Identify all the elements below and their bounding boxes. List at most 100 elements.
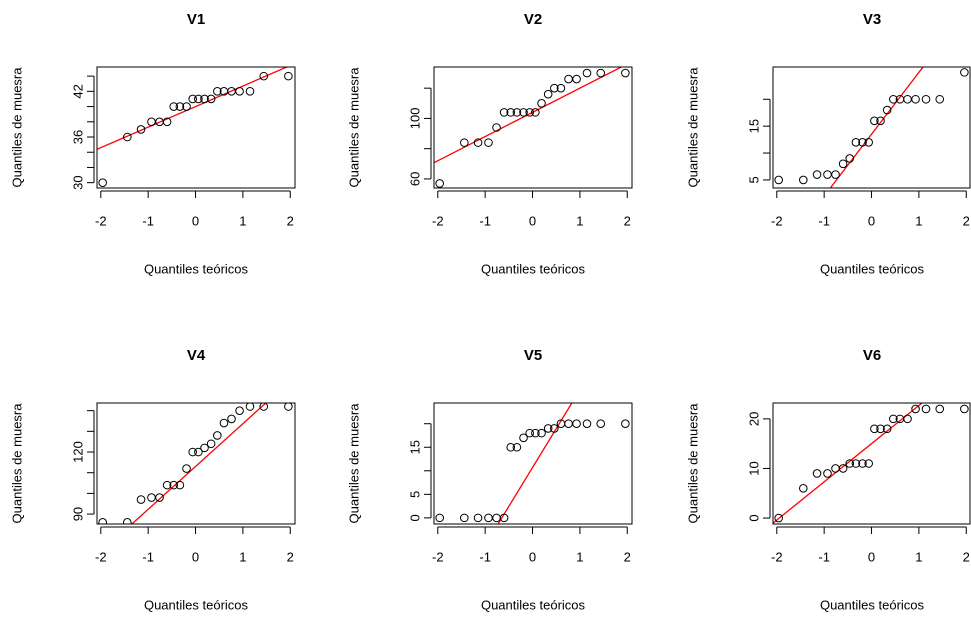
point: [876, 424, 885, 434]
panel-title: V1: [187, 11, 205, 28]
point: [812, 469, 822, 478]
point: [473, 138, 483, 147]
x-tick-label: 0: [192, 213, 199, 228]
x-tick-label: 2: [624, 213, 631, 228]
point: [235, 406, 244, 415]
point: [227, 414, 236, 424]
point: [921, 404, 931, 414]
point: [506, 442, 516, 452]
point: [512, 442, 522, 452]
plot-box: [772, 66, 971, 189]
x-tick-label: 1: [915, 549, 922, 564]
x-tick-label: 0: [529, 549, 536, 564]
point: [512, 108, 522, 117]
point: [864, 137, 873, 147]
point: [870, 424, 879, 434]
point: [960, 68, 969, 77]
x-tick-label: 1: [239, 549, 246, 564]
x-tick-label: 2: [963, 549, 970, 564]
y-tick-label: 0: [407, 514, 422, 521]
point: [889, 94, 898, 104]
y-axis-title: Quantiles de muesra: [685, 403, 700, 524]
y-tick-label: 10: [746, 461, 761, 475]
x-tick-label: 1: [915, 213, 922, 228]
panel: V4 Quantiles teóricos Quantiles de muesra -…: [9, 347, 296, 612]
y-tick-label: 100: [407, 108, 422, 130]
point: [188, 94, 197, 104]
point: [147, 493, 156, 502]
point: [882, 105, 892, 115]
point: [235, 87, 244, 96]
point: [838, 464, 848, 473]
point: [206, 439, 216, 449]
x-tick-label: 1: [576, 549, 583, 564]
point: [155, 493, 164, 502]
y-tick-label: 60: [407, 172, 422, 186]
plot-box: [433, 66, 633, 189]
y-tick-label: 36: [70, 130, 85, 144]
point: [499, 513, 509, 523]
y-axis-title: Quantiles de muesra: [685, 67, 700, 188]
qq-line: [497, 403, 573, 524]
point: [525, 428, 534, 438]
point: [492, 123, 501, 132]
point: [499, 108, 509, 117]
panel: V6 Quantiles teóricos Quantiles de muesra -…: [685, 347, 971, 612]
point: [98, 518, 107, 524]
y-tick-label: 42: [70, 84, 85, 98]
point: [506, 108, 516, 117]
point: [851, 137, 861, 147]
x-tick-label: -2: [432, 213, 444, 228]
point: [858, 137, 867, 147]
point: [903, 94, 912, 104]
point: [935, 404, 945, 414]
point: [136, 125, 146, 134]
x-tick-label: 2: [287, 213, 294, 228]
point: [259, 403, 269, 411]
point: [935, 94, 945, 104]
point: [556, 83, 566, 93]
point: [188, 447, 197, 457]
x-tick-label: -1: [479, 549, 491, 564]
point: [284, 71, 293, 81]
point: [774, 175, 783, 185]
point: [564, 419, 573, 429]
point: [162, 117, 172, 127]
point: [582, 419, 592, 429]
point: [194, 447, 203, 457]
point: [799, 175, 808, 185]
x-axis-title: Quantiles teóricos: [820, 597, 925, 612]
point: [245, 403, 255, 411]
panel-title: V5: [524, 347, 542, 364]
point: [98, 178, 107, 187]
point: [460, 513, 469, 523]
point: [903, 414, 912, 424]
panel-title: V6: [863, 347, 881, 364]
point: [831, 170, 840, 179]
point: [858, 459, 867, 468]
qq-line: [130, 403, 267, 524]
point: [596, 419, 606, 429]
point: [460, 138, 469, 147]
point: [543, 424, 553, 433]
point: [525, 108, 534, 117]
point: [484, 138, 493, 147]
point: [136, 495, 146, 504]
point: [284, 403, 293, 411]
point: [823, 469, 832, 478]
x-tick-label: 0: [192, 549, 199, 564]
point: [162, 480, 172, 490]
qq-line: [773, 403, 924, 524]
panel: V5 Quantiles teóricos Quantiles de muesra -…: [346, 347, 633, 612]
point: [200, 94, 209, 104]
x-tick-label: -1: [142, 549, 154, 564]
x-tick-label: 1: [239, 213, 246, 228]
x-tick-label: 0: [868, 213, 875, 228]
x-axis-title: Quantiles teóricos: [144, 261, 249, 276]
point: [537, 428, 546, 438]
x-axis-title: Quantiles teóricos: [820, 261, 925, 276]
x-tick-label: -1: [479, 213, 491, 228]
plot-box: [96, 402, 296, 525]
